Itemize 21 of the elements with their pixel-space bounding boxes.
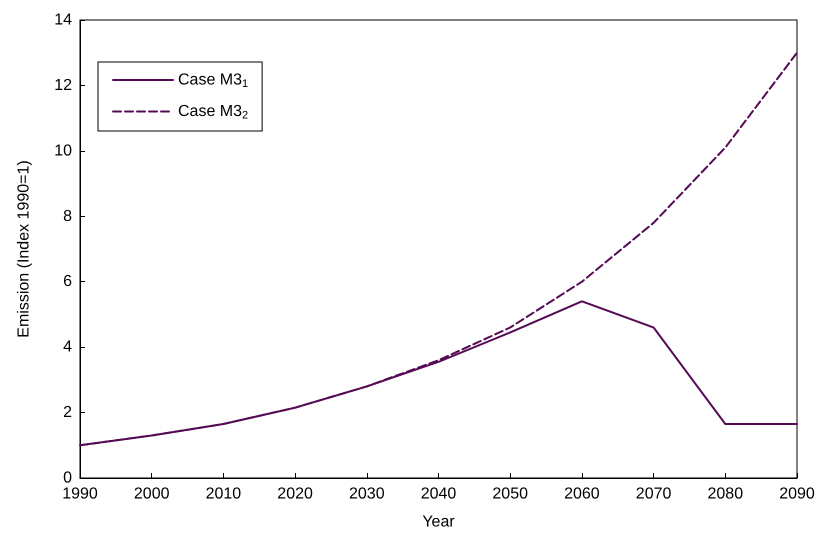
x-tick-label: 2010	[206, 486, 242, 502]
y-tick-label: 0	[63, 470, 72, 486]
x-tick-label: 2060	[564, 486, 600, 502]
y-tick-label: 2	[63, 404, 72, 422]
y-tick-label: 12	[54, 76, 72, 94]
x-tick-label: 2030	[349, 486, 385, 502]
x-tick-label: 2080	[708, 486, 744, 502]
x-tick-label: 2000	[134, 486, 170, 502]
y-tick-label: 14	[54, 12, 72, 28]
x-tick-label: 2070	[636, 486, 672, 502]
x-tick-label: 2020	[277, 486, 313, 502]
x-tick-label: 2050	[492, 486, 528, 502]
y-tick-label: 6	[63, 273, 72, 290]
y-tick-label: 4	[63, 338, 72, 356]
y-axis-title: Emission (Index 1990=1)	[16, 160, 32, 338]
y-tick-label: 8	[63, 208, 72, 225]
x-tick-label: 2090	[779, 486, 815, 502]
x-axis-title: Year	[422, 514, 456, 530]
y-tick-label: 10	[54, 142, 72, 160]
x-tick-label: 1990	[62, 486, 98, 502]
x-tick-label: 2040	[420, 486, 456, 502]
